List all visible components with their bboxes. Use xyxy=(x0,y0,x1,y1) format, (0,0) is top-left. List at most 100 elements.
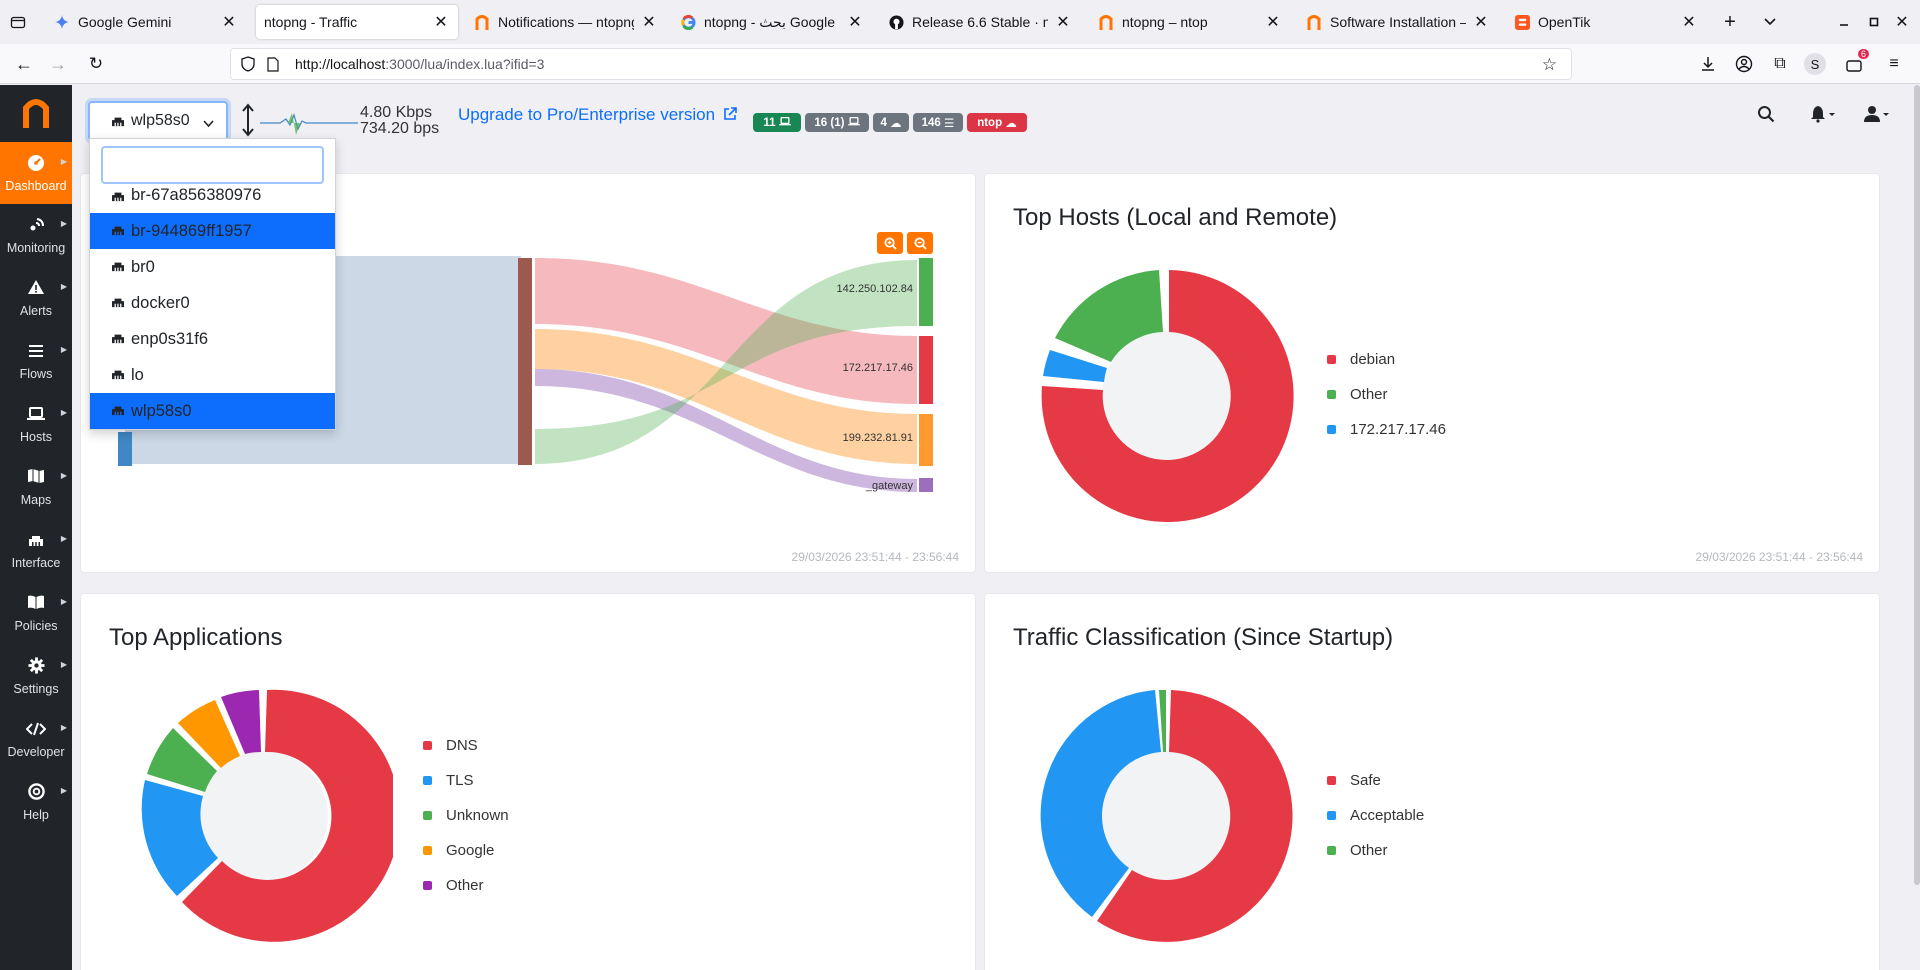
hosts-remote-badge[interactable]: 16 (1) xyxy=(805,113,869,132)
ntop-cloud-badge[interactable]: ntop ☁ xyxy=(967,113,1027,132)
url-bar[interactable]: http://localhost:3000/lua/index.lua?ifid… xyxy=(230,48,1572,80)
back-icon[interactable]: ← xyxy=(15,53,33,74)
interface-option-current[interactable]: wlp58s0 xyxy=(90,393,335,429)
donut-slice-safe[interactable] xyxy=(1097,690,1293,942)
donut-slice-unknown[interactable] xyxy=(147,728,217,792)
donut-slice-acceptable[interactable] xyxy=(1040,690,1161,917)
legend-item[interactable]: Google xyxy=(423,833,509,868)
interface-option[interactable]: docker0 xyxy=(90,285,335,321)
bookmark-star-icon[interactable]: ☆ xyxy=(1541,55,1557,74)
url-path: :3000/lua/index.lua?ifid=3 xyxy=(385,56,545,72)
download-icon[interactable] xyxy=(1696,52,1720,76)
legend-item[interactable]: Acceptable xyxy=(1327,798,1424,833)
sankey-node-target-4[interactable] xyxy=(919,478,933,492)
close-window-icon[interactable]: ✕ xyxy=(1895,14,1909,31)
legend-item[interactable]: Other xyxy=(423,868,509,903)
map-icon xyxy=(27,468,45,490)
donut-slice-172-217-17-46[interactable] xyxy=(1043,350,1107,382)
close-tab-icon[interactable]: ✕ xyxy=(1266,14,1280,31)
reload-icon[interactable]: ↻ xyxy=(88,54,104,73)
minimize-icon[interactable] xyxy=(1832,10,1856,34)
sidebar-item-policies[interactable]: Policies ▶ xyxy=(0,582,72,644)
extension-icon[interactable]: 6 xyxy=(1842,49,1869,76)
close-tab-icon[interactable]: ✕ xyxy=(848,14,862,31)
donut-slice-google[interactable] xyxy=(178,700,240,768)
sidebar-item-help[interactable]: Help ▶ xyxy=(0,771,72,833)
sidebar-item-interface[interactable]: Interface ▶ xyxy=(0,519,72,581)
sidebar-item-maps[interactable]: Maps ▶ xyxy=(0,456,72,518)
interface-option-highlighted[interactable]: br-944869ff1957 xyxy=(90,213,335,249)
zoom-out-button[interactable] xyxy=(907,232,933,254)
search-icon[interactable] xyxy=(1757,105,1775,128)
hosts-local-badge[interactable]: 11 xyxy=(753,113,801,132)
sidebar-item-flows[interactable]: Flows ▶ xyxy=(0,330,72,392)
page-icon[interactable] xyxy=(267,56,285,72)
sidebar-item-label: Developer xyxy=(7,744,65,759)
legend-item[interactable]: debian xyxy=(1327,342,1446,377)
legend-item[interactable]: Other xyxy=(1327,377,1446,412)
interface-option[interactable]: br0 xyxy=(90,249,335,285)
legend-item[interactable]: Other xyxy=(1327,833,1424,868)
sankey-node-source[interactable] xyxy=(118,432,132,466)
chevron-down-icon[interactable] xyxy=(1758,10,1782,34)
legend-item[interactable]: TLS xyxy=(423,763,509,798)
sidebar-item-alerts[interactable]: Alerts ▶ xyxy=(0,267,72,329)
browser-tab[interactable]: Software Installation – n ✕ xyxy=(1298,5,1498,39)
legend-item[interactable]: Safe xyxy=(1327,763,1424,798)
browser-tab[interactable]: Google Gemini ✕ xyxy=(46,5,246,39)
sidebar-item-settings[interactable]: Settings ▶ xyxy=(0,645,72,707)
sidebar-item-hosts[interactable]: Hosts ▶ xyxy=(0,393,72,455)
menu-hamburger-icon[interactable]: ≡ xyxy=(1889,55,1899,72)
donut-slice-tls[interactable] xyxy=(141,780,218,896)
interface-select[interactable]: wlp58s0 xyxy=(88,101,228,141)
close-tab-icon[interactable]: ✕ xyxy=(1474,14,1488,31)
tab-list-icon[interactable] xyxy=(8,12,28,32)
devices-badge[interactable]: 4 ☁ xyxy=(873,113,909,132)
sidebar-item-monitoring[interactable]: Monitoring ▶ xyxy=(0,204,72,266)
donut-slice-other[interactable] xyxy=(1159,689,1166,752)
legend-item[interactable]: 172.217.17.46 xyxy=(1327,412,1446,447)
donut-slice-debian[interactable] xyxy=(1041,270,1294,522)
interface-option[interactable]: lo xyxy=(90,357,335,393)
shield-icon[interactable] xyxy=(241,56,261,72)
profile-avatar[interactable]: S xyxy=(1804,53,1826,75)
browser-tab-active[interactable]: ntopng - Traffic ✕ xyxy=(256,5,458,39)
sidebar-item-dashboard[interactable]: Dashboard ▶ xyxy=(0,142,72,204)
page-scrollbar[interactable] xyxy=(1914,85,1920,885)
browser-tab[interactable]: Release 6.6 Stable · ntop ✕ xyxy=(880,5,1080,39)
ntop-logo[interactable] xyxy=(0,85,72,141)
close-tab-icon[interactable]: ✕ xyxy=(1056,14,1070,31)
legend-item[interactable]: Unknown xyxy=(423,798,509,833)
new-tab-icon[interactable]: + xyxy=(1724,10,1736,33)
donut-slice-other[interactable] xyxy=(1055,270,1163,362)
browser-tab[interactable]: ntopng – ntop ✕ xyxy=(1090,5,1290,39)
zoom-in-button[interactable] xyxy=(877,232,903,254)
interface-option[interactable]: br-67a856380976 xyxy=(90,183,335,205)
sankey-node-target-3[interactable] xyxy=(919,414,933,466)
bell-icon[interactable] xyxy=(1810,105,1836,128)
close-tab-icon[interactable]: ✕ xyxy=(222,14,236,31)
user-menu-icon[interactable] xyxy=(1864,105,1890,128)
extensions-puzzle-icon[interactable]: ⧉ xyxy=(1774,55,1786,72)
forward-icon[interactable]: → xyxy=(49,53,67,74)
flows-badge[interactable]: 146 ☰ xyxy=(913,113,963,132)
sankey-node-middle[interactable] xyxy=(518,258,532,465)
close-tab-icon[interactable]: ✕ xyxy=(1682,14,1696,31)
sankey-node-target-1[interactable] xyxy=(919,258,933,326)
close-tab-icon[interactable]: ✕ xyxy=(642,14,656,31)
sidebar-item-developer[interactable]: Developer ▶ xyxy=(0,708,72,770)
legend-item[interactable]: DNS xyxy=(423,728,509,763)
sankey-node-target-2[interactable] xyxy=(919,336,933,404)
ethernet-icon xyxy=(110,332,126,347)
upgrade-link[interactable]: Upgrade to Pro/Enterprise version xyxy=(458,105,737,126)
interface-option[interactable]: enp0s31f6 xyxy=(90,321,335,357)
browser-tab[interactable]: OpenTik ✕ xyxy=(1506,5,1706,39)
close-tab-icon[interactable]: ✕ xyxy=(434,14,448,31)
browser-tab[interactable]: Notifications — ntopng ✕ xyxy=(466,5,666,39)
maximize-icon[interactable] xyxy=(1862,10,1886,34)
interface-search-input[interactable] xyxy=(101,146,324,184)
browser-tab[interactable]: ntopng - بحث Google ✕ xyxy=(672,5,872,39)
donut-slice-dns[interactable] xyxy=(182,689,393,942)
donut-slice-other[interactable] xyxy=(221,690,261,754)
account-icon[interactable] xyxy=(1732,52,1756,76)
